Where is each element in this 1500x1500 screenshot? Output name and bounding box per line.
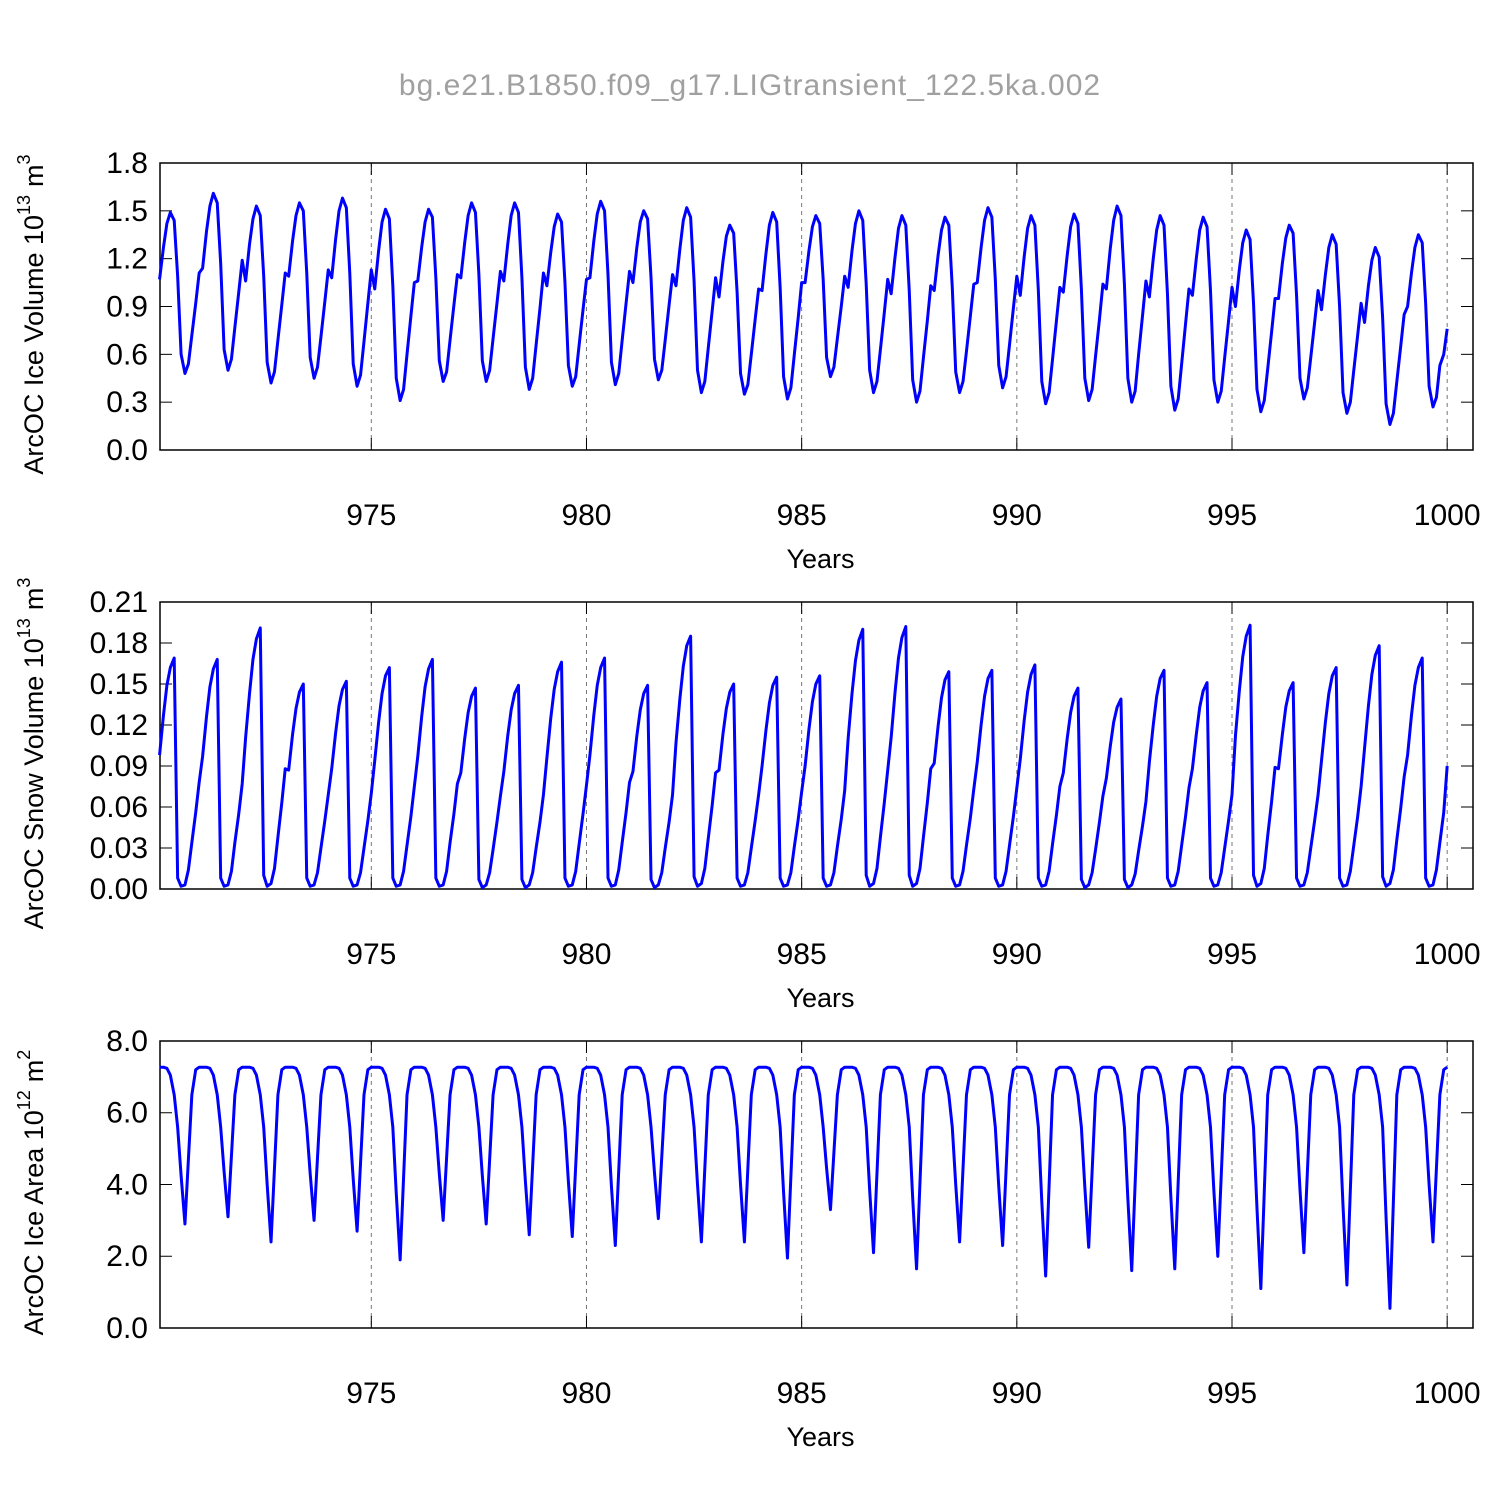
y-tick-label: 0.0 bbox=[106, 1312, 148, 1345]
y-axis-label-exponent: 13 bbox=[14, 195, 34, 215]
data-line bbox=[158, 191, 1449, 426]
y-axis-label-text: ArcOC Ice Volume 10 bbox=[19, 215, 49, 475]
y-tick-label: 0.0 bbox=[106, 434, 148, 467]
y-axis-label-text: ArcOC Snow Volume 10 bbox=[19, 638, 49, 929]
y-tick-label: 1.2 bbox=[106, 243, 148, 276]
y-axis-label-unit-exponent: 3 bbox=[14, 154, 34, 164]
x-axis-label: Years bbox=[786, 983, 854, 1013]
y-tick-label: 0.12 bbox=[90, 709, 148, 742]
y-axis-label-unit-exponent: 2 bbox=[14, 1050, 34, 1060]
data-line bbox=[159, 1065, 1449, 1310]
y-tick-label: 8.0 bbox=[106, 1025, 148, 1058]
panel: 975 980 985 990 995 1000 0.0 0.3 0.6 0.9 1.2 1.5 1.8… bbox=[14, 147, 1481, 574]
x-tick-label: 995 bbox=[1207, 938, 1257, 971]
x-tick-label: 980 bbox=[561, 938, 611, 971]
x-tick-label: 980 bbox=[561, 1377, 611, 1410]
x-axis-label: Years bbox=[786, 1422, 854, 1452]
plot-frame bbox=[159, 162, 1474, 451]
x-tick-label: 985 bbox=[777, 938, 827, 971]
x-tick-label: 990 bbox=[992, 499, 1042, 532]
y-axis-label-exponent: 13 bbox=[14, 618, 34, 638]
y-tick-label: 2.0 bbox=[106, 1240, 148, 1273]
y-tick-label: 0.21 bbox=[90, 586, 148, 619]
y-tick-label: 6.0 bbox=[106, 1097, 148, 1130]
y-tick-label: 0.00 bbox=[90, 873, 148, 906]
data-line bbox=[158, 623, 1449, 890]
x-tick-label: 995 bbox=[1207, 499, 1257, 532]
y-tick-label: 4.0 bbox=[106, 1168, 148, 1201]
y-axis-label: ArcOC Ice Volume 1013 m3 bbox=[14, 154, 49, 474]
x-tick-label: 1000 bbox=[1414, 499, 1481, 532]
x-tick-label: 990 bbox=[992, 1377, 1042, 1410]
y-tick-label: 0.09 bbox=[90, 750, 148, 783]
x-tick-label: 995 bbox=[1207, 1377, 1257, 1410]
y-axis-label: ArcOC Ice Area 1012 m2 bbox=[14, 1050, 49, 1336]
y-axis-label-unit: m bbox=[19, 588, 49, 611]
y-tick-label: 1.8 bbox=[106, 147, 148, 180]
y-tick-label: 0.18 bbox=[90, 627, 148, 660]
plot-frame bbox=[159, 1040, 1474, 1329]
y-tick-label: 0.6 bbox=[106, 338, 148, 371]
panel: 975 980 985 990 995 1000 0.0 2.0 4.0 6.0 8.0 Years A… bbox=[14, 1025, 1481, 1452]
y-axis-label-unit-exponent: 3 bbox=[14, 578, 34, 588]
y-axis-label-unit: m bbox=[19, 164, 49, 187]
x-tick-label: 980 bbox=[561, 499, 611, 532]
x-tick-label: 975 bbox=[346, 499, 396, 532]
x-tick-label: 975 bbox=[346, 938, 396, 971]
x-tick-label: 985 bbox=[777, 1377, 827, 1410]
y-tick-label: 0.03 bbox=[90, 832, 148, 865]
y-tick-label: 0.9 bbox=[106, 290, 148, 323]
x-tick-label: 1000 bbox=[1414, 1377, 1481, 1410]
x-tick-label: 990 bbox=[992, 938, 1042, 971]
y-tick-label: 0.15 bbox=[90, 668, 148, 701]
y-axis-label: ArcOC Snow Volume 1013 m3 bbox=[14, 578, 49, 930]
x-tick-label: 975 bbox=[346, 1377, 396, 1410]
y-axis-label-exponent: 12 bbox=[14, 1090, 34, 1110]
y-tick-label: 1.5 bbox=[106, 195, 148, 228]
x-axis-label: Years bbox=[786, 544, 854, 574]
y-tick-label: 0.3 bbox=[106, 386, 148, 419]
y-axis-label-text: ArcOC Ice Area 10 bbox=[19, 1110, 49, 1335]
panel: 975 980 985 990 995 1000 0.00 0.03 0.06 0.09 0.12 0… bbox=[14, 578, 1481, 1013]
y-tick-label: 0.06 bbox=[90, 791, 148, 824]
y-axis-label-unit: m bbox=[19, 1060, 49, 1083]
chart-title: bg.e21.B1850.f09_g17.LIGtransient_122.5k… bbox=[399, 69, 1101, 102]
x-tick-label: 1000 bbox=[1414, 938, 1481, 971]
x-tick-label: 985 bbox=[777, 499, 827, 532]
